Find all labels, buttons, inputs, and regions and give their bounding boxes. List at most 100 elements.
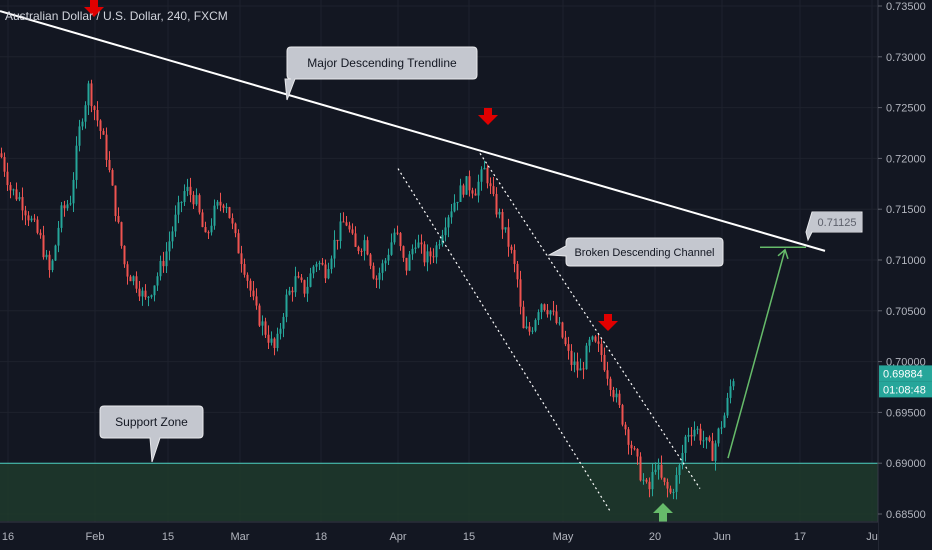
candle-body: [30, 218, 33, 221]
candle-body: [501, 211, 504, 230]
current-price-badge: [879, 365, 932, 382]
major-descending-trendline: [0, 10, 826, 252]
candle-body: [135, 276, 138, 289]
candle-body: [552, 310, 555, 312]
support-callout: Support Zone: [99, 405, 204, 463]
candle-body: [267, 334, 270, 343]
candle-body: [279, 328, 282, 334]
candle-body: [594, 336, 597, 342]
candle-body: [264, 321, 267, 335]
candle-body: [291, 290, 294, 293]
candle-body: [459, 185, 462, 202]
candle-body: [693, 429, 696, 437]
candle-body: [342, 221, 345, 223]
candle-body: [642, 479, 645, 481]
candle-body: [378, 272, 381, 280]
candle-body: [78, 126, 81, 146]
candle-body: [336, 239, 339, 242]
candle-body: [195, 195, 198, 205]
candle-body: [141, 290, 144, 297]
candle-body: [579, 368, 582, 371]
candle-body: [63, 205, 66, 209]
candle-body: [573, 361, 576, 365]
candle-body: [213, 205, 216, 226]
candle-body: [717, 428, 720, 444]
candle-body: [69, 203, 72, 205]
candle-body: [333, 239, 336, 259]
candle-body: [558, 322, 561, 324]
candle-body: [201, 212, 204, 228]
candle-body: [486, 167, 489, 184]
candle-body: [96, 110, 99, 121]
candle-body: [60, 205, 63, 228]
candle-body: [156, 276, 159, 286]
candle-body: [126, 264, 129, 277]
candle-body: [186, 186, 189, 192]
candle-body: [546, 309, 549, 315]
candle-body: [429, 251, 432, 257]
channel-line: [397, 168, 611, 512]
price-tick-label: 0.70500: [886, 306, 926, 318]
trendline-callout-text: Major Descending Trendline: [307, 56, 457, 70]
candle-body: [438, 244, 441, 246]
candle-body: [525, 326, 528, 329]
candle-body: [483, 167, 486, 170]
candle-body: [231, 218, 234, 224]
candle-body: [723, 415, 726, 428]
candle-body: [714, 443, 717, 461]
candle-body: [654, 469, 657, 472]
candle-body: [207, 232, 210, 234]
candle-body: [489, 183, 492, 187]
channel-callout-box: [547, 237, 724, 267]
candle-body: [204, 227, 207, 233]
candle-body: [234, 223, 237, 234]
candle-body: [696, 428, 699, 430]
candle-body: [453, 202, 456, 212]
countdown-badge: [879, 381, 932, 398]
candle-body: [177, 202, 180, 215]
candle-body: [324, 264, 327, 279]
candle-body: [657, 464, 660, 470]
candle-body: [24, 210, 27, 216]
candle-body: [531, 330, 534, 332]
time-tick-label: Mar: [231, 531, 250, 543]
time-tick-label: Feb: [86, 531, 105, 543]
price-tick-label: 0.69500: [886, 407, 926, 419]
price-tick-label: 0.73000: [886, 52, 926, 64]
support-zone-fill: [0, 463, 878, 522]
candle-body: [90, 83, 93, 107]
time-tick-label: Ju: [866, 531, 878, 543]
candle-body: [261, 321, 264, 326]
candle-body: [372, 265, 375, 279]
up-arrow-icon: [653, 503, 673, 522]
price-tick-label: 0.69000: [886, 458, 926, 470]
candle-body: [171, 231, 174, 242]
candle-body: [285, 294, 288, 317]
candle-body: [375, 278, 378, 280]
candle-body: [519, 279, 522, 307]
symbol-title: Australian Dollar / U.S. Dollar, 240, FX…: [5, 9, 228, 23]
candle-body: [399, 233, 402, 247]
projection-arrowhead: [777, 248, 789, 260]
candle-body: [729, 386, 732, 398]
candle-body: [198, 195, 201, 213]
current-price-label: 0.69884: [883, 368, 923, 380]
down-arrow-shape: [478, 108, 498, 125]
candle-body: [462, 185, 465, 195]
candle-body: [45, 254, 48, 258]
candle-body: [468, 176, 471, 191]
channel-line: [479, 152, 701, 489]
candle-body: [669, 488, 672, 493]
candle-body: [507, 227, 510, 247]
candle-body: [36, 219, 39, 233]
candle-body: [675, 475, 678, 492]
target-callout: 0.71125: [805, 211, 863, 242]
candle-body: [282, 316, 285, 329]
candle-body: [66, 204, 69, 209]
candle-body: [369, 254, 372, 266]
candlestick-series: [0, 79, 735, 500]
callouts: Major Descending Trendline Support Zone Br…: [99, 46, 863, 463]
candle-body: [330, 258, 333, 270]
